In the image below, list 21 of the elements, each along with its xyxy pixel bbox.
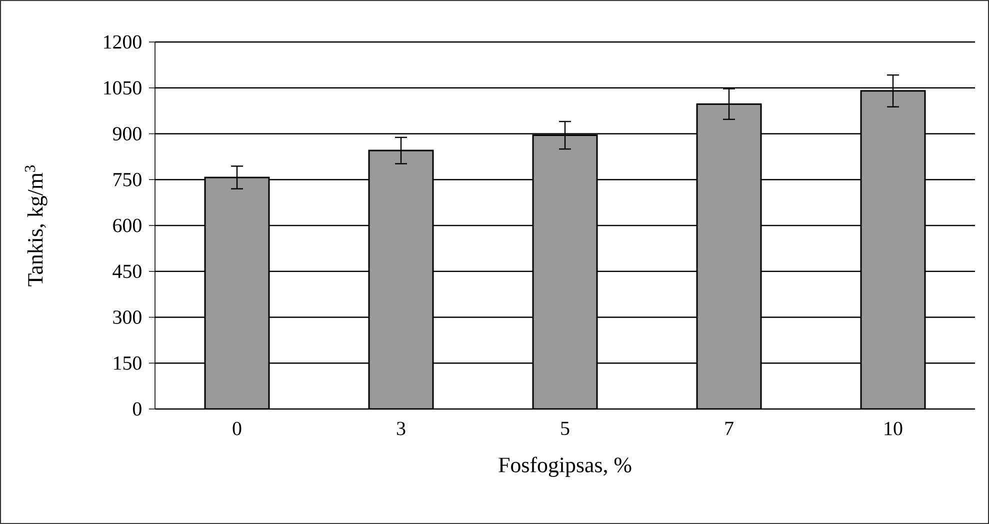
x-tick-label: 0 [232, 422, 242, 436]
bar [368, 150, 434, 409]
x-tick-label: 5 [561, 422, 570, 436]
y-tick-label: 1050 [104, 81, 142, 95]
bar [204, 176, 270, 409]
x-tick-label: 10 [884, 422, 902, 436]
y-axis-title: Tankis, kg/m$^{3}$ [24, 165, 48, 286]
y-tick-label: 300 [113, 310, 142, 324]
y-tick-label: 0 [132, 402, 142, 416]
y-tick-label: 600 [113, 218, 142, 232]
y-tick-label: 450 [112, 264, 142, 278]
bar [532, 134, 598, 409]
x-tick-label: 3 [396, 422, 406, 436]
bar [696, 103, 762, 409]
y-tick-label: 900 [112, 127, 142, 140]
y-tick-label: 150 [114, 356, 142, 370]
y-tick-label: 1200 [104, 35, 142, 49]
x-tick-label: 7 [725, 422, 734, 435]
x-axis-title: Fosfogipsas, % [498, 456, 632, 477]
bar [860, 90, 926, 409]
y-tick-label: 750 [114, 172, 142, 186]
